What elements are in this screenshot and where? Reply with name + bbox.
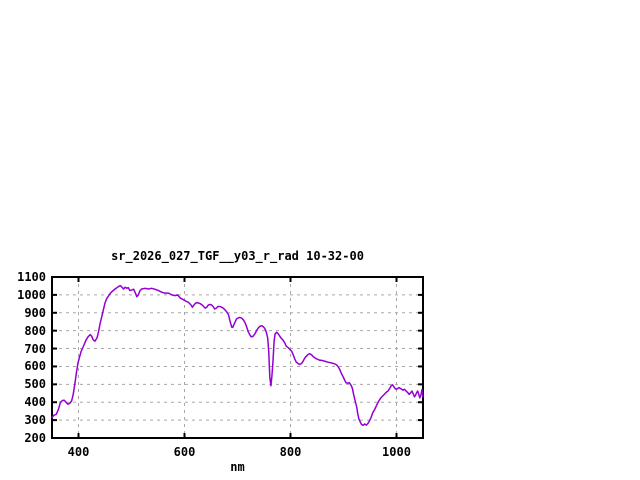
y-tick-label: 1100 [17,270,46,284]
chart-title: sr_2026_027_TGF__y03_r_rad 10-32-00 [111,249,364,263]
radiance-curve [51,284,424,427]
x-tick-label: 600 [173,445,196,459]
x-tick-label: 400 [67,445,90,459]
plot-frame [51,276,424,439]
y-tick-label: 200 [24,431,46,445]
x-tick-label: 800 [279,445,302,459]
y-tick-label: 400 [24,395,46,410]
y-tick-label: 700 [24,341,46,356]
x-axis-title: nm [230,460,245,474]
y-tick-label: 600 [24,359,46,374]
y-tick-label: 500 [24,377,46,392]
y-tick-label: 800 [24,323,46,338]
y-tick-label: 1000 [17,287,46,302]
x-tick-label: 1000 [382,445,411,459]
y-tick-label: 900 [24,305,46,320]
y-tick-label: 300 [24,413,46,428]
